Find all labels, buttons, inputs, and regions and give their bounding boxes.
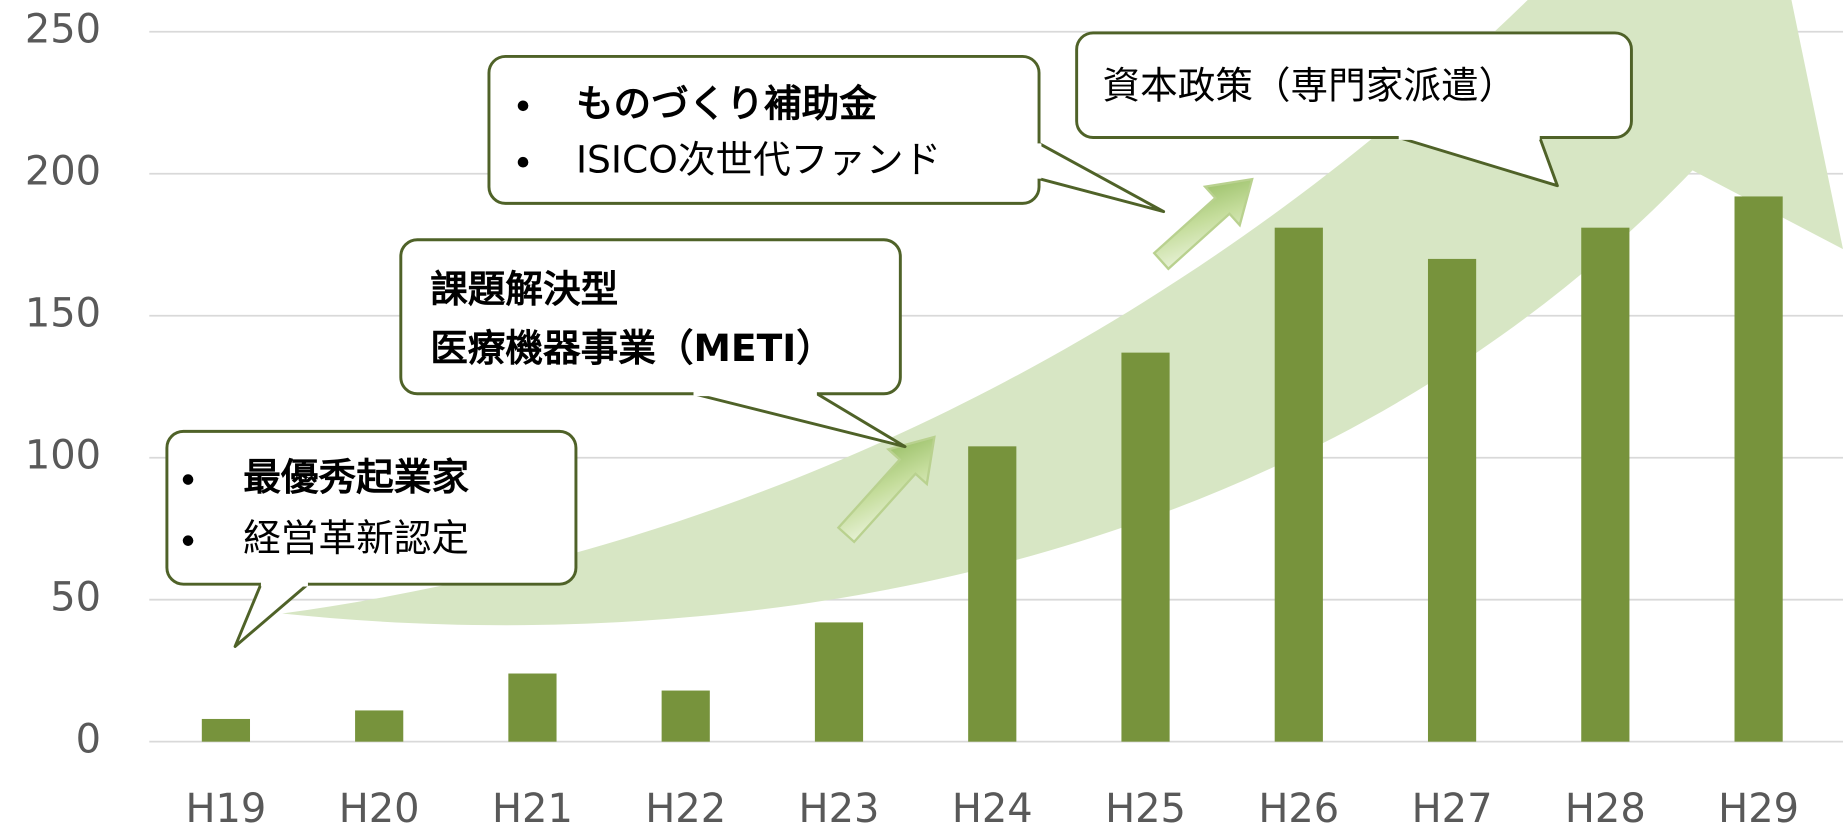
y-tick-label: 150: [25, 291, 101, 337]
y-tick-label: 250: [25, 7, 101, 53]
callout-text: 資本政策（専門家派遣）: [1103, 64, 1517, 108]
bar: [355, 710, 403, 741]
y-tick-label: 50: [50, 575, 101, 621]
bar: [508, 674, 556, 742]
x-tick-label: H29: [1718, 786, 1799, 831]
bar: [1121, 353, 1169, 742]
x-tick-label: H22: [645, 786, 726, 831]
y-tick-label: 100: [25, 433, 101, 479]
bullet: [183, 535, 194, 546]
x-tick-label: H20: [339, 786, 420, 831]
callout-box: [401, 240, 901, 394]
x-tick-label: H19: [185, 786, 266, 831]
callout-pointer: [235, 584, 308, 646]
callout-text: ものづくり補助金: [576, 81, 877, 125]
callout-text: 経営革新認定: [243, 516, 469, 560]
x-tick-label: H21: [492, 786, 573, 831]
bar: [662, 691, 710, 742]
x-tick-label: H23: [799, 786, 880, 831]
x-tick-label: H28: [1565, 786, 1646, 831]
chart: 0 50 100 150 200 250 H19 H20 H21 H22 H23 H24 H25 H26 H…: [0, 0, 1843, 831]
callout: ものづくり補助金 ISICO次世代ファンド: [489, 56, 1164, 211]
callout-text: 最優秀起業家: [243, 455, 469, 499]
y-tick-label: 0: [76, 717, 101, 763]
bar: [815, 622, 863, 741]
y-tick-label: 200: [25, 149, 101, 195]
x-tick-label: H24: [952, 786, 1033, 831]
bullet: [518, 100, 529, 111]
bullet: [183, 474, 194, 485]
callout-pointer: [693, 394, 905, 447]
bar: [1581, 228, 1629, 742]
bar: [1275, 228, 1323, 742]
bar: [1428, 259, 1476, 742]
bar: [968, 446, 1016, 741]
x-tick-label: H25: [1105, 786, 1186, 831]
bullet: [518, 157, 529, 168]
callout-text: 課題解決型: [430, 267, 618, 311]
page: {"chart_data": {"type": "bar", "categori…: [0, 0, 1843, 831]
callout-text: 医療機器事業（METI）: [430, 326, 834, 370]
bar: [202, 719, 250, 742]
x-tick-label: H26: [1258, 786, 1339, 831]
callout-pointer: [1039, 143, 1164, 211]
bar: [1735, 196, 1783, 741]
callout-text: ISICO次世代ファンド: [576, 138, 941, 182]
x-tick-label: H27: [1412, 786, 1493, 831]
